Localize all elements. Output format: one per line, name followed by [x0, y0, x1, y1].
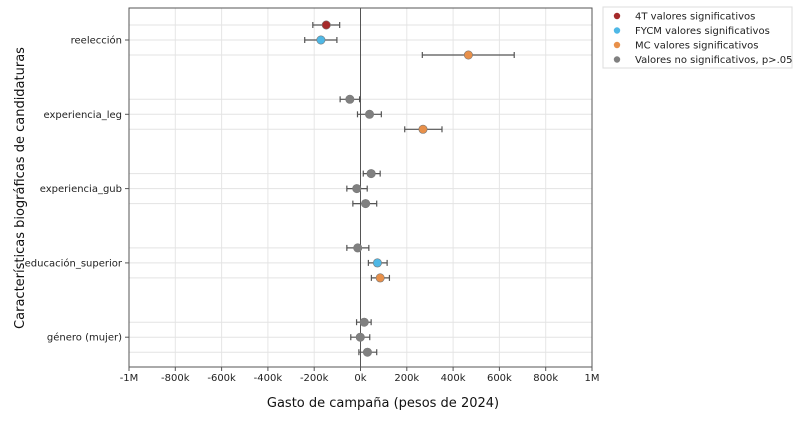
legend-label: FYCM valores significativos: [635, 26, 770, 37]
y-tick-label: educación_superior: [25, 257, 123, 269]
point-marker: [372, 258, 382, 268]
x-tick-label: -800k: [161, 373, 190, 384]
data-point: [346, 243, 370, 253]
data-point: [404, 124, 443, 134]
point-marker: [355, 332, 365, 342]
legend-marker: [613, 12, 621, 20]
x-tick-label: -400k: [254, 373, 283, 384]
point-marker: [418, 124, 428, 134]
legend: 4T valores significativos FYCM valores si…: [602, 6, 793, 69]
data-point: [352, 199, 378, 209]
legend-marker: [613, 56, 621, 63]
y-tick-label: reelección: [71, 35, 122, 47]
data-point: [339, 94, 361, 104]
point-marker: [362, 347, 372, 357]
y-ticks: reelección experiencia_leg experiencia_gub…: [25, 35, 129, 344]
x-tick-label: -1M: [120, 373, 139, 384]
legend-label: Valores no significativos, p>.05: [635, 55, 792, 66]
data-point: [358, 347, 378, 357]
x-tick-label: 200k: [394, 373, 419, 384]
x-axis-label: Gasto de campaña (pesos de 2024): [267, 396, 499, 411]
point-marker: [352, 184, 362, 194]
data-point: [356, 109, 382, 119]
x-tick-label: 600k: [487, 373, 512, 384]
x-tick-label: -200k: [300, 373, 329, 384]
legend-marker: [613, 27, 621, 34]
point-marker: [366, 169, 376, 179]
point-marker: [345, 94, 355, 104]
legend-label: 4T valores significativos: [635, 12, 755, 23]
data-point: [370, 273, 391, 283]
point-marker: [353, 243, 363, 253]
x-ticks: -1M -800k -600k -400k -200k 0k 200k 400k 600k 800…: [120, 367, 600, 384]
x-tick-label: 0k: [354, 373, 366, 384]
x-tick-label: 800k: [533, 373, 558, 384]
point-marker: [463, 50, 473, 60]
point-marker: [361, 199, 371, 209]
data-point: [312, 20, 341, 30]
data-point: [346, 184, 368, 194]
x-tick-label: -600k: [207, 373, 236, 384]
data-point: [304, 35, 338, 45]
point-marker: [359, 317, 369, 327]
y-tick-label: experiencia_leg: [44, 110, 122, 121]
legend-marker: [613, 41, 621, 49]
x-tick-label: 400k: [441, 373, 466, 384]
data-point: [421, 50, 515, 60]
point-marker: [365, 109, 375, 119]
y-tick-label: género (mujer): [47, 332, 122, 344]
point-marker: [316, 35, 326, 45]
point-marker: [375, 273, 385, 283]
data-point: [367, 258, 388, 268]
point-marker: [321, 20, 331, 30]
data-point: [355, 317, 372, 327]
y-axis-label: Características biográficas de candidatu…: [13, 47, 28, 329]
legend-box: [602, 6, 793, 69]
legend-label: MC valores significativos: [635, 41, 759, 52]
data-point: [350, 332, 371, 342]
data-point: [362, 169, 381, 179]
x-tick-label: 1M: [585, 373, 600, 384]
data-marks: [304, 20, 515, 357]
y-tick-label: experiencia_gub: [40, 184, 122, 195]
